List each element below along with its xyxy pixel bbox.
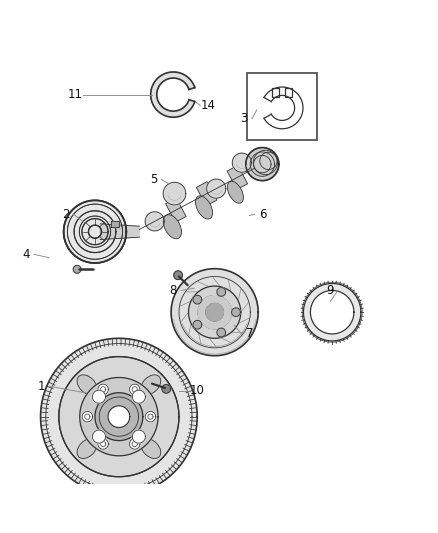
Polygon shape	[196, 182, 217, 206]
Text: 3: 3	[240, 112, 248, 125]
Polygon shape	[92, 430, 106, 443]
Polygon shape	[111, 221, 119, 227]
Text: 11: 11	[68, 88, 83, 101]
Text: 4: 4	[22, 248, 30, 261]
Text: 5: 5	[150, 173, 157, 186]
Bar	[247, 73, 317, 140]
Polygon shape	[108, 406, 130, 427]
Polygon shape	[311, 290, 354, 334]
Polygon shape	[41, 338, 197, 495]
Text: 1: 1	[38, 379, 45, 393]
Polygon shape	[207, 179, 226, 198]
Polygon shape	[171, 269, 258, 356]
Ellipse shape	[141, 375, 161, 395]
Ellipse shape	[227, 181, 244, 203]
Polygon shape	[304, 284, 361, 341]
Polygon shape	[163, 182, 186, 205]
Text: 6: 6	[259, 208, 266, 221]
Polygon shape	[188, 286, 241, 338]
Polygon shape	[82, 411, 92, 422]
Polygon shape	[246, 148, 279, 181]
Polygon shape	[198, 296, 231, 329]
Text: 8: 8	[170, 284, 177, 297]
Ellipse shape	[77, 439, 97, 458]
Text: 7: 7	[246, 327, 253, 341]
Polygon shape	[166, 198, 186, 222]
Polygon shape	[130, 439, 140, 449]
Polygon shape	[59, 357, 179, 477]
Polygon shape	[132, 390, 145, 403]
Polygon shape	[174, 271, 183, 279]
Text: 14: 14	[201, 99, 215, 112]
Text: 9: 9	[326, 284, 334, 297]
Polygon shape	[145, 212, 164, 231]
Polygon shape	[98, 439, 108, 449]
Text: 10: 10	[190, 384, 205, 397]
Ellipse shape	[77, 375, 97, 395]
Polygon shape	[151, 72, 195, 117]
Polygon shape	[193, 320, 202, 329]
Ellipse shape	[141, 439, 161, 458]
Polygon shape	[95, 393, 143, 441]
Polygon shape	[162, 384, 171, 393]
Polygon shape	[145, 411, 155, 422]
Polygon shape	[92, 390, 106, 403]
Polygon shape	[132, 430, 145, 443]
Polygon shape	[217, 328, 226, 337]
Ellipse shape	[163, 215, 181, 239]
Polygon shape	[130, 384, 140, 394]
Polygon shape	[206, 303, 223, 321]
Polygon shape	[80, 377, 158, 456]
Polygon shape	[98, 384, 108, 394]
Polygon shape	[73, 265, 81, 273]
Polygon shape	[227, 165, 247, 190]
Polygon shape	[232, 308, 240, 317]
Polygon shape	[64, 200, 126, 263]
Polygon shape	[193, 295, 202, 304]
Text: 2: 2	[62, 208, 70, 221]
Polygon shape	[100, 224, 139, 239]
Ellipse shape	[195, 196, 212, 219]
Polygon shape	[217, 288, 226, 296]
Polygon shape	[232, 153, 251, 172]
